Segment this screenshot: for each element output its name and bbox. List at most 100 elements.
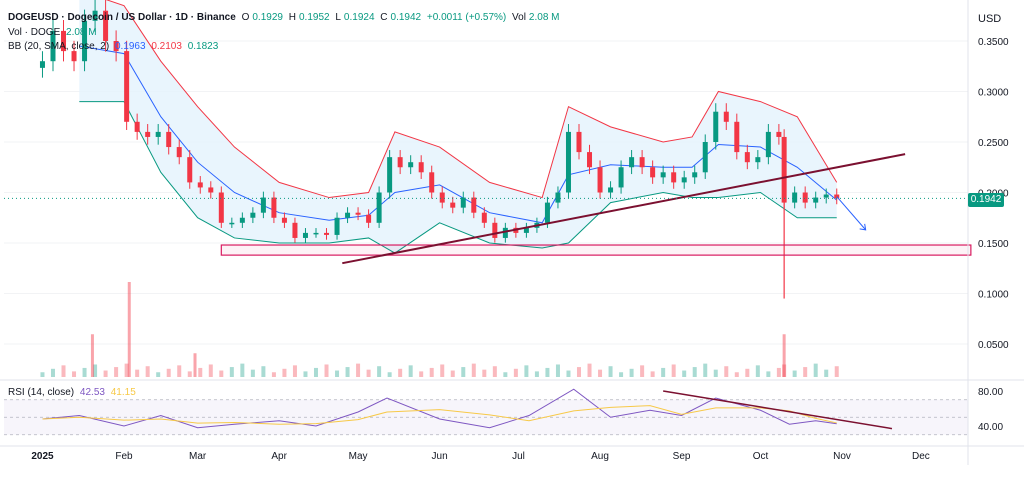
bb-upper-line bbox=[105, 0, 838, 199]
volume-bar bbox=[166, 368, 171, 377]
rsi-legend[interactable]: RSI (14, close) 42.53 41.15 bbox=[8, 387, 139, 398]
candles-layer bbox=[39, 0, 840, 299]
last-price-tag: 0.1942 bbox=[968, 193, 1004, 207]
candle-body bbox=[82, 20, 88, 62]
candle-body bbox=[834, 194, 840, 199]
symbol-title[interactable]: DOGEUSD · Dogecoin / US Dollar · 1D · Bi… bbox=[8, 12, 236, 23]
price-tick-label: 0.3500 bbox=[978, 37, 1009, 48]
volume-bar bbox=[429, 367, 434, 377]
candle-body bbox=[271, 197, 277, 218]
volume-bar bbox=[703, 363, 708, 377]
volume-bar bbox=[135, 369, 140, 377]
candle-body bbox=[629, 157, 635, 168]
volume-bar bbox=[156, 372, 161, 377]
ascending-trendline bbox=[342, 153, 906, 265]
volume-bar bbox=[124, 363, 129, 377]
volume-spike bbox=[127, 282, 131, 377]
volume-bar bbox=[776, 367, 781, 377]
time-tick-label: Sep bbox=[673, 451, 691, 462]
volume-bar bbox=[734, 372, 739, 377]
time-tick-label: 2025 bbox=[31, 451, 54, 462]
rsi-label: RSI (14, close) bbox=[8, 387, 75, 398]
volume-bar bbox=[366, 369, 371, 377]
volume-bar bbox=[356, 363, 361, 377]
candle-body bbox=[260, 197, 266, 213]
projection-arrow-line bbox=[836, 196, 867, 231]
candle-body bbox=[39, 61, 45, 68]
candle-body bbox=[813, 197, 819, 203]
volume-bar bbox=[93, 364, 98, 377]
drawing-overlays[interactable] bbox=[4, 153, 972, 265]
bb-legend[interactable]: BB (20, SMA, close, 2) 0.1963 0.2103 0.1… bbox=[8, 41, 221, 52]
candle-body bbox=[576, 131, 582, 153]
candle-body bbox=[302, 232, 308, 238]
volume-bar bbox=[640, 365, 645, 377]
candle-body bbox=[176, 147, 182, 158]
volume-bar bbox=[40, 372, 45, 377]
volume-bar bbox=[387, 372, 392, 377]
time-tick-label: Mar bbox=[189, 451, 207, 462]
candle-body bbox=[671, 172, 677, 183]
volume-bar bbox=[408, 365, 413, 377]
volume-bar bbox=[534, 371, 539, 377]
candle-body bbox=[792, 192, 798, 203]
candle-body bbox=[471, 197, 477, 213]
volume-bar bbox=[576, 367, 581, 377]
volume-bar bbox=[72, 371, 77, 377]
volume-bar bbox=[240, 363, 245, 377]
candle-body bbox=[544, 202, 550, 223]
close-label: C bbox=[380, 12, 388, 23]
candle-body bbox=[418, 162, 424, 173]
candle-body bbox=[187, 157, 193, 183]
volume-bar bbox=[755, 365, 760, 377]
volume-bar bbox=[471, 363, 476, 377]
rsi-value: 42.53 bbox=[79, 387, 105, 398]
volume-bar bbox=[566, 370, 571, 377]
volume-bar bbox=[782, 364, 787, 377]
candle-body bbox=[324, 232, 330, 235]
candle-body bbox=[650, 167, 656, 178]
candle-body bbox=[92, 10, 98, 21]
rsi-pane bbox=[4, 388, 968, 436]
volume-bar bbox=[177, 365, 182, 377]
change-value: +0.0011 (+0.57%) bbox=[426, 12, 507, 23]
volume-bar bbox=[650, 371, 655, 377]
candle-body bbox=[660, 172, 666, 178]
candle-body bbox=[155, 131, 161, 137]
low-value: 0.1924 bbox=[343, 12, 375, 23]
candle-body bbox=[692, 172, 698, 178]
volume-bar bbox=[608, 366, 613, 377]
candle-body bbox=[702, 142, 708, 173]
time-tick-label: Nov bbox=[833, 451, 851, 462]
candle-body bbox=[734, 121, 740, 153]
high-label: H bbox=[288, 12, 296, 23]
time-tick-label: Jun bbox=[432, 451, 448, 462]
volume-bar bbox=[813, 363, 818, 377]
volume-bar bbox=[114, 367, 119, 377]
volume-spike bbox=[90, 334, 94, 377]
volume-bar bbox=[219, 370, 224, 377]
volume-spike bbox=[193, 353, 197, 377]
price-tick-label: 0.1000 bbox=[978, 290, 1009, 301]
volume-bar bbox=[619, 372, 624, 377]
volume-bar bbox=[440, 364, 445, 377]
volume-bar bbox=[792, 370, 797, 377]
open-label: O bbox=[241, 12, 250, 23]
volume-bar bbox=[713, 369, 718, 377]
volume-bar bbox=[187, 371, 192, 377]
currency-label[interactable]: USD bbox=[978, 13, 1002, 25]
price-tick-label: 0.1500 bbox=[978, 239, 1009, 250]
volume-bar bbox=[482, 369, 487, 377]
bollinger-band-area bbox=[79, 0, 838, 254]
axes-layer: 0.05000.10000.15000.20000.25000.30000.35… bbox=[0, 0, 1024, 465]
volume-legend[interactable]: Vol · DOGE 2.08 M bbox=[8, 27, 100, 38]
rsi-line bbox=[42, 388, 837, 429]
candle-body bbox=[765, 131, 771, 158]
volume-bar bbox=[271, 372, 276, 377]
low-label: L bbox=[335, 12, 341, 23]
candle-body bbox=[587, 152, 593, 168]
candle-body bbox=[429, 172, 435, 193]
open-value: 0.1929 bbox=[252, 12, 283, 23]
volume-bar bbox=[513, 368, 518, 377]
